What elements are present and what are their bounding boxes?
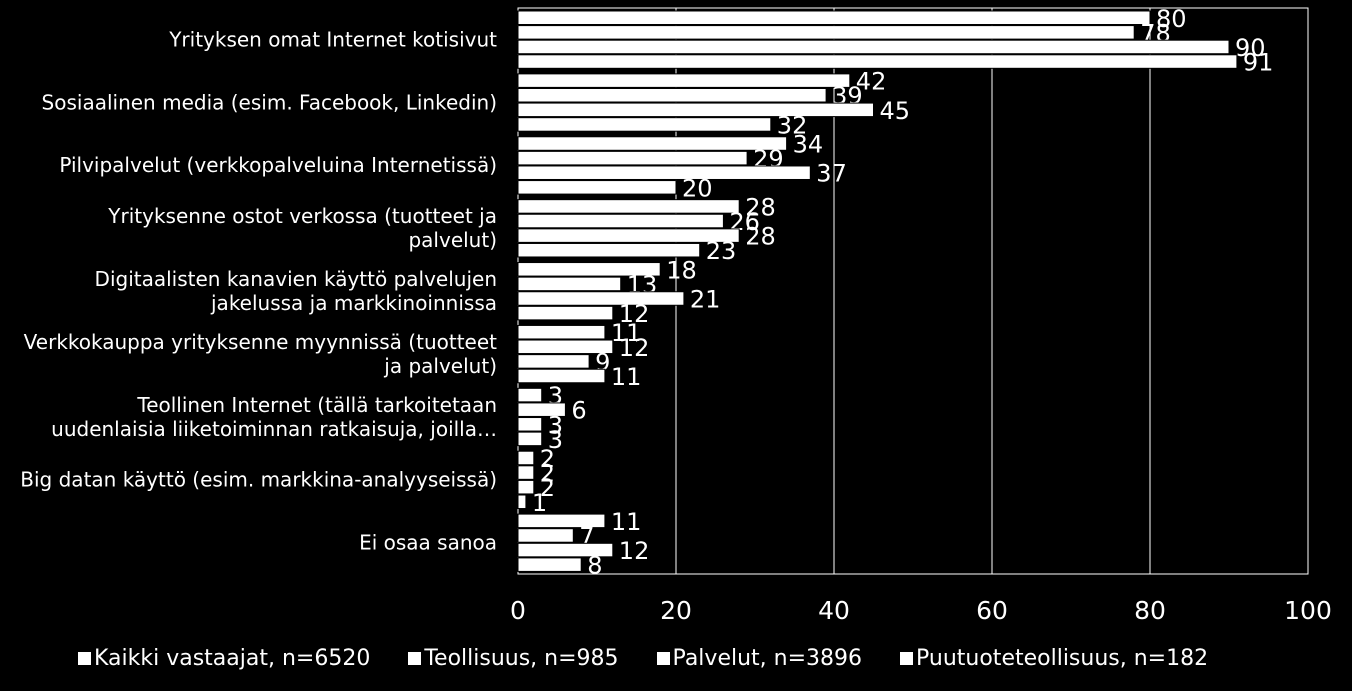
bar	[517, 276, 622, 292]
data-label: 1	[532, 489, 547, 517]
category-label: Verkkokauppa yrityksenne myynnissä (tuot…	[24, 330, 497, 354]
bar	[517, 387, 543, 403]
category-label: Digitaalisten kanavien käyttö palvelujen	[95, 267, 497, 291]
data-label: 20	[682, 174, 713, 202]
bar	[517, 117, 772, 132]
category-label: Big datan käyttö (esim. markkina-analyys…	[20, 468, 497, 492]
category-label: Yrityksenne ostot verkossa (tuotteet ja	[107, 204, 497, 228]
bar-chart: 8042342818113211783929261312627904537282…	[20, 5, 1332, 625]
bar	[517, 542, 614, 558]
category-label: uudenlaisia liiketoiminnan ratkaisuja, j…	[51, 417, 497, 441]
bar	[517, 262, 661, 277]
data-label: 91	[1243, 49, 1274, 77]
legend-label: Palvelut, n=3896	[672, 646, 863, 671]
data-label: 11	[611, 363, 642, 391]
bar	[517, 39, 1230, 55]
legend-item: Palvelut, n=3896	[656, 646, 863, 671]
category-label: Ei osaa sanoa	[359, 531, 497, 555]
data-label: 8	[587, 552, 602, 580]
data-label: 2	[540, 460, 555, 488]
bar	[517, 494, 527, 510]
data-label: 45	[880, 97, 911, 125]
data-label: 2	[540, 445, 555, 473]
category-label: palvelut)	[408, 228, 497, 252]
legend-label: Puutuoteteollisuus, n=182	[916, 646, 1209, 671]
data-label: 12	[619, 300, 650, 328]
data-label: 28	[745, 223, 776, 251]
bar	[517, 87, 827, 103]
data-label: 3	[548, 426, 563, 454]
data-label: 90	[1235, 34, 1266, 62]
bar	[517, 73, 851, 88]
bar	[517, 150, 748, 166]
bar	[517, 102, 874, 118]
bar	[517, 479, 535, 495]
bar	[517, 339, 614, 355]
legend-item: Puutuoteteollisuus, n=182	[900, 646, 1208, 671]
x-tick-label: 40	[818, 596, 850, 625]
category-label: Sosiaalinen media (esim. Facebook, Linke…	[42, 90, 497, 114]
data-label: 11	[611, 319, 642, 347]
legend-label: Kaikki vastaajat, n=6520	[94, 646, 371, 671]
category-label: Teollinen Internet (tällä tarkoitetaan	[136, 393, 497, 417]
legend-item: Teollisuus, n=985	[408, 646, 619, 671]
bar	[517, 25, 1135, 40]
legend: Kaikki vastaajat, n=6520 Teollisuus, n=98…	[78, 646, 1246, 671]
bar	[517, 431, 543, 447]
data-label: 37	[816, 160, 847, 188]
bar	[517, 180, 677, 195]
x-tick-label: 0	[510, 596, 526, 625]
bar	[517, 528, 574, 543]
x-tick-label: 60	[976, 596, 1008, 625]
category-label: Pilvipalvelut (verkkopalveluina Internet…	[59, 153, 497, 177]
legend-label: Teollisuus, n=985	[424, 646, 619, 671]
data-label: 32	[777, 111, 808, 139]
data-label: 28	[745, 193, 776, 221]
category-label: Yrityksen omat Internet kotisivut	[168, 27, 497, 51]
bar	[517, 450, 535, 466]
bar	[517, 291, 685, 306]
x-tick-label: 80	[1134, 596, 1166, 625]
data-label: 23	[706, 237, 737, 265]
data-label: 21	[690, 286, 721, 314]
bar	[517, 213, 724, 229]
category-label: jakelussa ja markkinoinnissa	[210, 291, 497, 315]
bar	[517, 354, 590, 369]
bar	[517, 324, 606, 340]
bar	[517, 513, 606, 529]
bar	[517, 242, 701, 258]
data-label: 6	[571, 397, 586, 425]
data-label: 12	[619, 537, 650, 565]
legend-item: Kaikki vastaajat, n=6520	[78, 646, 370, 671]
data-label: 12	[619, 334, 650, 362]
bar	[517, 557, 582, 572]
category-label: ja palvelut)	[383, 354, 497, 378]
bar	[517, 136, 788, 151]
data-label: 3	[548, 411, 563, 439]
bar	[517, 199, 740, 214]
legend-swatch	[900, 652, 914, 665]
data-label: 42	[856, 68, 887, 96]
bar	[517, 417, 543, 432]
bar	[517, 402, 566, 417]
bar	[517, 368, 606, 384]
data-label: 80	[1156, 5, 1187, 33]
legend-swatch	[78, 652, 91, 665]
legend-swatch	[656, 652, 670, 665]
legend-swatch	[408, 652, 422, 665]
bar	[517, 465, 535, 480]
bar	[517, 228, 740, 243]
bar	[517, 54, 1238, 69]
x-tick-label: 20	[660, 596, 692, 625]
data-label: 2	[540, 474, 555, 502]
bar	[517, 305, 614, 321]
bar	[517, 165, 811, 180]
data-label: 18	[666, 256, 697, 284]
x-tick-label: 100	[1284, 596, 1332, 625]
data-label: 11	[611, 508, 642, 536]
bar	[517, 10, 1151, 25]
data-label: 34	[793, 131, 824, 159]
